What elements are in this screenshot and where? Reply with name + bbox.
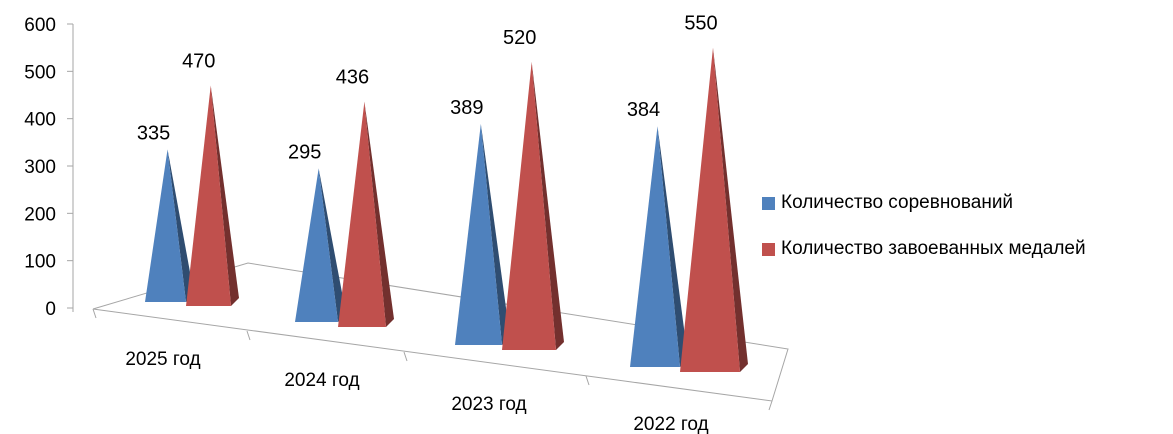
pyramid-side-2-4 (713, 47, 748, 373)
pyramid-front-2-3 (502, 61, 556, 350)
pyramid-side-2-2 (364, 101, 394, 327)
legend-swatch-series-1 (762, 196, 775, 210)
floor-tick (92, 308, 97, 319)
pyramid-front-2-1 (186, 85, 231, 307)
legend-item-series-1: Количество соревнований (762, 190, 1086, 216)
data-label-1-2: 295 (288, 141, 321, 163)
category-label-1: 2025 год (125, 349, 200, 370)
category-label-2: 2024 год (284, 370, 359, 391)
category-label-4: 2022 год (633, 414, 708, 434)
pyramid-front-1-4 (630, 126, 680, 368)
pyramid-front-1-1 (145, 149, 186, 302)
data-labels: 335 470 295 436 389 520 384 550 (137, 13, 718, 164)
pyramid-side-1-3 (480, 123, 510, 345)
y-tick-label: 200 (24, 204, 56, 225)
legend-swatch-series-2 (762, 242, 775, 256)
legend: Количество соревнований Количество завое… (762, 190, 1086, 282)
floor-tick (403, 351, 408, 362)
category-label-3: 2023 год (451, 394, 526, 415)
data-label-1-1: 335 (137, 122, 170, 144)
data-label-1-3: 389 (450, 97, 483, 119)
floor-tick (246, 330, 251, 341)
data-label-1-4: 384 (627, 99, 660, 121)
pyramid-front-1-2 (295, 168, 338, 322)
data-label-2-3: 520 (503, 27, 536, 49)
pyramid-side-2-1 (210, 85, 239, 307)
y-tick-label: 300 (24, 157, 56, 178)
category-labels: 2025 год 2024 год 2023 год 2022 год (125, 349, 708, 434)
y-tick-label: 100 (24, 252, 56, 273)
y-tick-label: 400 (24, 110, 56, 131)
pyramid-side-1-4 (657, 126, 688, 368)
data-label-2-2: 436 (336, 67, 369, 89)
legend-label-series-1: Количество соревнований (781, 192, 1014, 213)
legend-item-series-2: Количество завоеванных медалей (762, 236, 1086, 262)
floor-tick (768, 400, 773, 411)
pyramid-side-1-1 (167, 149, 194, 302)
floor-tick (585, 375, 590, 386)
pyramid-front-2-4 (680, 47, 740, 373)
chart-marks (145, 47, 748, 373)
y-tick-label: 0 (45, 299, 56, 320)
data-label-2-1: 470 (182, 51, 215, 73)
pyramid-front-1-3 (455, 123, 502, 345)
legend-label-series-2: Количество завоеванных медалей (781, 238, 1086, 259)
y-axis-ticks: 0 100 200 300 400 500 600 (24, 15, 73, 320)
pyramid-front-2-2 (338, 101, 386, 327)
y-tick-label: 500 (24, 62, 56, 83)
pyramid-side-1-2 (318, 168, 346, 322)
pyramid-side-2-3 (531, 61, 564, 350)
data-label-2-4: 550 (684, 13, 717, 35)
y-tick-label: 600 (24, 15, 56, 36)
